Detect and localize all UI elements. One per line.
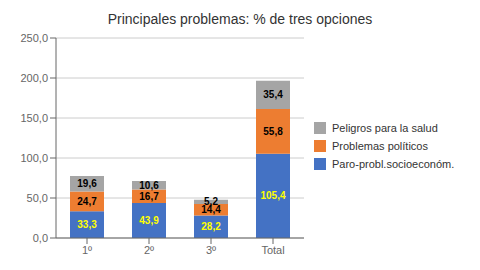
svg-text:250,0: 250,0 [20,32,48,44]
svg-text:16,7: 16,7 [139,191,159,202]
svg-text:35,4: 35,4 [263,89,283,100]
svg-text:3º: 3º [206,244,216,256]
svg-text:55,8: 55,8 [263,126,283,137]
html-text:Principales problemas: % de tr: Principales problemas: % de tres opcione… [107,11,373,27]
svg-text:200,0: 200,0 [20,72,48,84]
svg-text:43,9: 43,9 [139,215,159,226]
svg-text:33,3: 33,3 [77,219,97,230]
svg-text:14,4: 14,4 [201,204,221,216]
svg-text:28,2: 28,2 [201,221,221,232]
svg-text:24,7: 24,7 [77,196,97,207]
svg-text:1º: 1º [82,244,92,256]
svg-text:100,0: 100,0 [20,152,48,164]
html-text:Problemas políticos: Problemas políticos [332,140,428,152]
svg-text:10,6: 10,6 [139,180,159,191]
svg-text:50,0: 50,0 [27,192,48,204]
html-text:Paro-probl.socioeconóm.: Paro-probl.socioeconóm. [332,158,455,170]
svg-text:5,2: 5,2 [204,196,218,207]
svg-text:19,6: 19,6 [77,178,97,189]
svg-text:2º: 2º [144,244,154,256]
html-text:Peligros para la salud: Peligros para la salud [332,122,438,134]
svg-text:Total: Total [261,244,284,256]
svg-text:0,0: 0,0 [33,232,48,244]
svg-text:150,0: 150,0 [20,112,48,124]
svg-text:105,4: 105,4 [260,190,285,201]
